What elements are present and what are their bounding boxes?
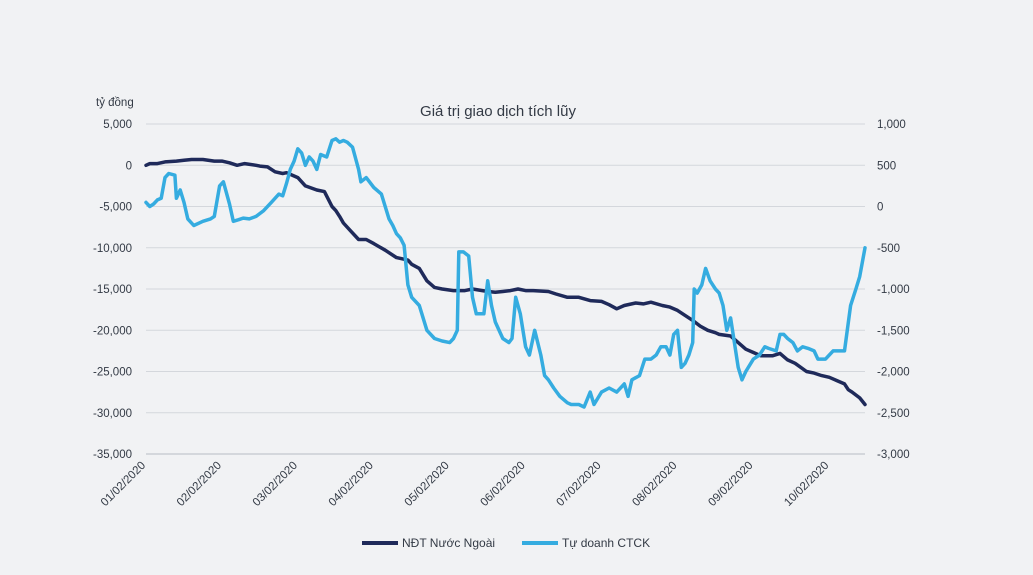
series xyxy=(144,137,867,409)
x-tick-label: 02/02/2020 xyxy=(175,460,224,509)
y-left-tick-label: -20,000 xyxy=(93,325,132,337)
y-left-tick-label: -15,000 xyxy=(93,284,132,296)
x-tick-label: 03/02/2020 xyxy=(251,460,300,509)
x-tick-label: 10/02/2020 xyxy=(782,460,831,509)
y-right-tick-label: -1,500 xyxy=(877,325,910,337)
x-axis: 01/02/2020 02/02/2020 03/02/2020 04/02/2020… xyxy=(99,453,865,509)
x-tick-label: 01/02/2020 xyxy=(99,460,148,509)
x-tick-label: 08/02/2020 xyxy=(630,460,679,509)
y-right-tick-label: 1,000 xyxy=(877,119,906,131)
y-left-tick-label: -5,000 xyxy=(99,202,132,214)
y-right-tick-label: 0 xyxy=(877,202,883,214)
y-left-tick-label: -30,000 xyxy=(93,408,132,420)
x-tick-label: 05/02/2020 xyxy=(403,460,452,509)
x-tick-label: 04/02/2020 xyxy=(327,460,376,509)
x-tick-label: 06/02/2020 xyxy=(479,460,528,509)
y-right-tick-label: -2,000 xyxy=(877,367,910,379)
series-line-ndt-nuoc-ngoai xyxy=(144,157,867,407)
y-axis-right: 1,000 500 0 -500 -1,000 -1,500 -2,000 -2,500 -3,… xyxy=(877,119,910,461)
y-left-tick-label: -35,000 xyxy=(93,449,132,461)
x-tick-label: 07/02/2020 xyxy=(554,460,603,509)
y-left-tick-label: 0 xyxy=(126,160,132,172)
y-right-tick-label: -1,000 xyxy=(877,284,910,296)
x-tick-label: 09/02/2020 xyxy=(706,460,755,509)
y-left-tick-label: -25,000 xyxy=(93,367,132,379)
y-right-tick-label: 500 xyxy=(877,160,896,172)
legend: NĐT Nước Ngoài Tự doanh CTCK xyxy=(362,536,650,550)
legend-label-tu-doanh-ctck: Tự doanh CTCK xyxy=(562,536,650,550)
y-left-tick-label: -10,000 xyxy=(93,243,132,255)
chart-title: Giá trị giao dịch tích lũy xyxy=(420,103,576,120)
series-line-tu-doanh-ctck xyxy=(144,137,867,409)
legend-label-ndt-nuoc-ngoai: NĐT Nước Ngoài xyxy=(402,536,495,550)
gridlines xyxy=(146,123,865,455)
y-right-tick-label: -500 xyxy=(877,243,900,255)
y-axis-left: 5,000 0 -5,000 -10,000 -15,000 -20,000 -25,000… xyxy=(93,119,132,461)
y-left-tick-label: 5,000 xyxy=(103,119,132,131)
y-axis-left-unit: tỷ đồng xyxy=(96,97,134,109)
y-right-tick-label: -2,500 xyxy=(877,408,910,420)
y-right-tick-label: -3,000 xyxy=(877,449,910,461)
